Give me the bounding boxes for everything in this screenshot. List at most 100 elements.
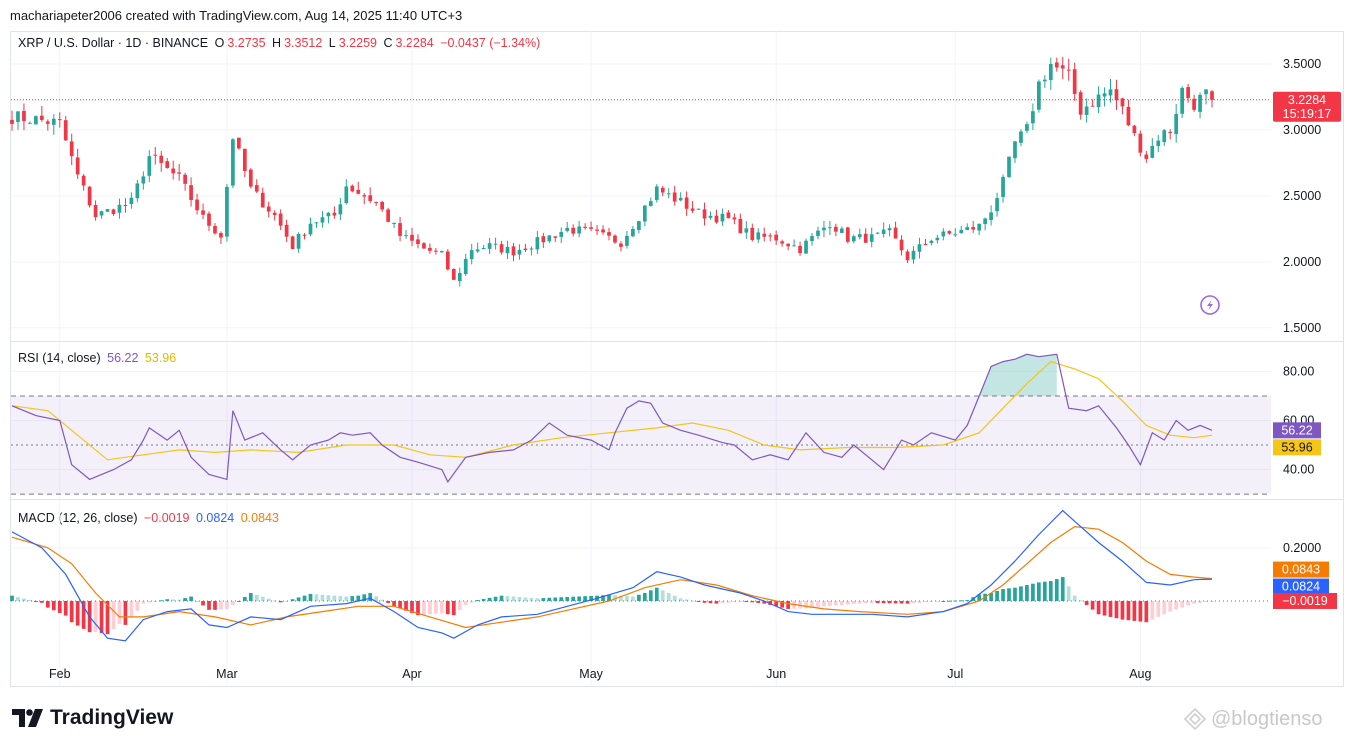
candle-body: [523, 248, 528, 251]
candle-body: [1108, 89, 1113, 96]
macd-histogram-bar: [977, 594, 982, 601]
candle-body: [225, 186, 229, 237]
rsi-ma-badge-value: 53.96: [1281, 440, 1312, 454]
macd-histogram-bar: [1078, 600, 1083, 602]
macd-histogram-bar: [16, 597, 20, 601]
candle-body: [434, 250, 438, 252]
candle-body: [816, 230, 820, 237]
candle-body: [917, 244, 922, 252]
candle-body: [619, 243, 623, 247]
candle-body: [953, 234, 958, 236]
macd-histogram-bar: [857, 600, 862, 604]
macd-histogram-bar: [105, 600, 110, 635]
candle-body: [284, 224, 289, 237]
candle-body: [613, 235, 617, 243]
open-label: O: [214, 36, 225, 50]
candle-body: [445, 251, 450, 270]
candle-body: [648, 201, 653, 206]
candle-body: [332, 212, 337, 216]
macd-histogram-bar: [1168, 600, 1173, 612]
tradingview-logo-icon: [12, 709, 43, 727]
candle-body: [851, 236, 856, 242]
candle-body: [272, 212, 277, 216]
macd-histogram-bar: [750, 600, 755, 603]
macd-histogram-bar: [451, 600, 456, 616]
macd-histogram-bar: [648, 590, 653, 601]
candle-body: [380, 201, 384, 210]
candle-body: [625, 235, 629, 246]
candle-body: [750, 227, 755, 240]
macd-histogram-bar: [869, 600, 874, 603]
signal-badge-value: 0.0843: [1282, 563, 1320, 577]
candle-body: [887, 228, 892, 231]
macd-histogram-bar: [63, 600, 68, 616]
macd-histogram-bar: [553, 597, 558, 601]
candle-body: [923, 243, 928, 245]
candle-body: [1048, 64, 1053, 81]
candle-body: [774, 234, 779, 241]
macd-histogram-bar: [690, 600, 695, 602]
open-value: 3.2735: [227, 36, 266, 50]
candle-body: [708, 215, 713, 218]
macd-histogram-bar: [517, 596, 522, 601]
candle-body: [893, 227, 898, 239]
macd-histogram-bar: [469, 600, 474, 603]
macd-histogram-bar: [1180, 600, 1184, 608]
candle-body: [45, 121, 50, 124]
macd-histogram-bar: [1198, 600, 1202, 603]
macd-histogram-bar: [881, 600, 886, 604]
macd-histogram-bar: [666, 593, 671, 601]
signal-legend-value: 0.0843: [240, 511, 279, 525]
macd-histogram-bar: [1150, 600, 1155, 620]
candle-body: [929, 240, 934, 243]
macd-histogram-bar: [1048, 581, 1053, 601]
tradingview-logo[interactable]: TradingView: [12, 706, 173, 730]
macd-histogram-bar: [272, 600, 277, 602]
candle-body: [153, 154, 158, 156]
macd-histogram-bar: [905, 600, 910, 604]
macd-histogram-bar: [338, 596, 343, 601]
candle-body: [1060, 65, 1065, 69]
high-label: H: [272, 36, 282, 50]
candle-body: [141, 176, 146, 184]
macd-histogram-bar: [117, 600, 122, 624]
candle-body: [565, 227, 570, 231]
macd-histogram-bar: [684, 599, 689, 601]
macd-histogram-bar: [565, 596, 570, 601]
price-tick-label: 3.5000: [1283, 57, 1321, 71]
chart-frame: [10, 31, 1344, 687]
brand-name: TradingView: [50, 706, 174, 729]
candle-body: [780, 241, 784, 244]
candle-body: [601, 229, 605, 233]
candle-body: [111, 209, 116, 215]
candle-body: [1096, 94, 1101, 108]
macd-histogram-bar: [1132, 600, 1137, 621]
macd-histogram-bar: [159, 600, 164, 602]
rsi-ma-legend-value: 53.96: [144, 351, 177, 365]
candle-body: [959, 229, 964, 233]
macd-histogram-bar: [738, 600, 743, 602]
macd-histogram-bar: [308, 593, 313, 601]
candle-body: [16, 111, 20, 123]
macd-histogram-bar: [183, 598, 187, 601]
watermark: @blogtienso: [1183, 707, 1322, 731]
candle-body: [368, 195, 373, 201]
candle-body: [147, 156, 152, 176]
candle-body: [541, 236, 546, 243]
candle-body: [672, 192, 677, 202]
macd-histogram-bar: [619, 595, 623, 601]
lightning-icon[interactable]: [1200, 295, 1220, 315]
macd-histogram-bar: [344, 596, 349, 601]
candle-body: [965, 227, 970, 230]
histogram-badge: [1273, 592, 1337, 609]
candle-body: [1162, 130, 1167, 142]
macd-histogram-bar: [1192, 600, 1196, 604]
candle-body: [487, 243, 492, 249]
low-value: 3.2259: [338, 36, 377, 50]
rsi-tick-label: 40.00: [1283, 463, 1314, 477]
candle-body: [875, 232, 880, 234]
macd-histogram-bar: [1019, 586, 1023, 601]
macd-histogram-bar: [380, 599, 384, 601]
candle-body: [977, 223, 982, 231]
candle-body: [768, 235, 773, 237]
